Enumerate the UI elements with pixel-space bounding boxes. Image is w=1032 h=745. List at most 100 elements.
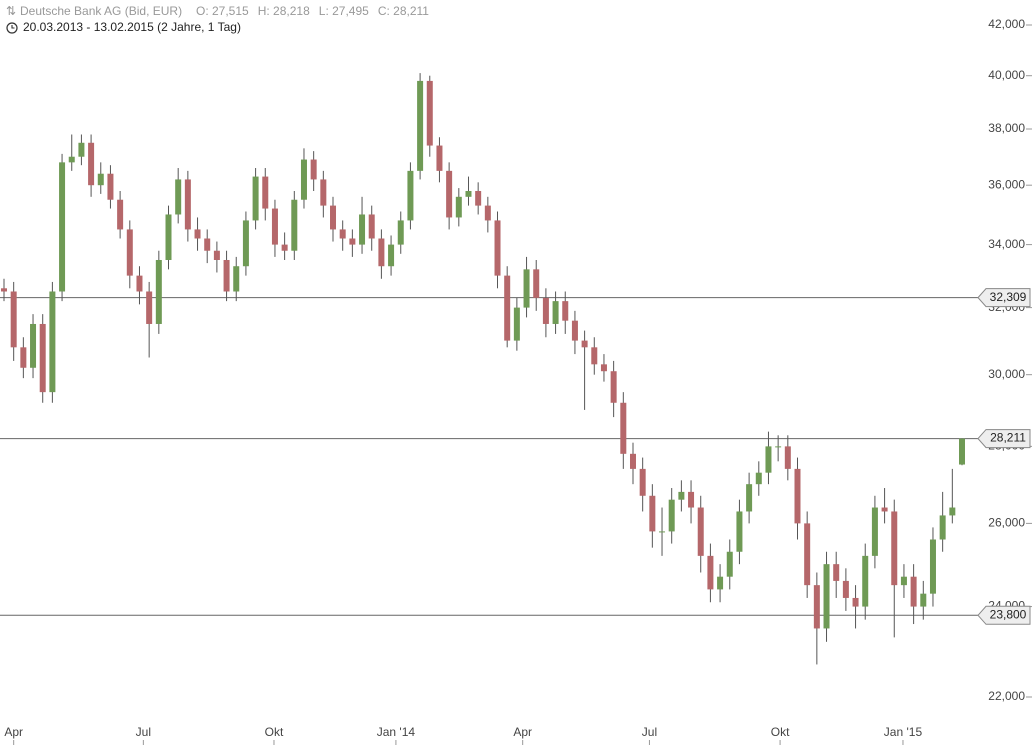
candle-body [320, 179, 327, 206]
candle-body [862, 555, 869, 607]
candle-body [349, 238, 356, 245]
candle-body [233, 266, 240, 292]
candle-body [446, 170, 453, 218]
candle-body [871, 507, 878, 556]
ohlc-header: O: 27,515 H: 28,218 L: 27,495 C: 28,211 [196, 4, 429, 18]
candle-body [184, 179, 191, 230]
candle-body [88, 142, 95, 186]
candle-body [794, 468, 801, 524]
candle-body [659, 531, 666, 533]
candle-body [775, 446, 782, 448]
level-label-box [977, 429, 1031, 449]
x-tick-label: Jan '15 [884, 725, 923, 739]
y-tick-label: 26,000 [988, 516, 1025, 530]
candle-body [136, 275, 143, 292]
y-tick-label: 36,000 [988, 177, 1025, 191]
candle-body [494, 220, 501, 276]
candle-body [959, 438, 965, 465]
x-tick-label: Jul [136, 725, 151, 739]
candle-body [465, 190, 472, 197]
candle-body [542, 297, 549, 324]
candle-body [426, 80, 433, 146]
candle-body [252, 176, 259, 221]
candle-body [49, 291, 56, 393]
candle-body [146, 291, 153, 324]
candle-body [117, 199, 124, 230]
candle-body [291, 199, 298, 251]
candle-body [678, 491, 685, 500]
candle-body [204, 238, 211, 251]
ohlc-value: L: 27,495 [319, 4, 369, 18]
candle-body [262, 176, 269, 209]
candle-body [271, 208, 278, 245]
candle-body [668, 499, 675, 532]
candle-body [484, 205, 491, 221]
candle-body [68, 156, 75, 163]
candle-body [920, 593, 927, 607]
level-label: 23,800 [990, 607, 1027, 621]
x-tick-label: Apr [513, 725, 532, 739]
candle-body [330, 205, 337, 230]
x-tick-label: Okt [265, 725, 284, 739]
candle-body [746, 484, 753, 512]
candle-body [194, 229, 201, 239]
candle-body [688, 491, 695, 508]
ohlc-value: H: 28,218 [258, 4, 310, 18]
candle-body [407, 170, 414, 221]
candle-body [620, 402, 627, 454]
candle-body [436, 145, 443, 171]
clock-icon [6, 22, 18, 34]
y-tick-label: 34,000 [988, 237, 1025, 251]
x-tick-label: Apr [4, 725, 23, 739]
y-tick-label: 22,000 [988, 689, 1025, 703]
candle-body [59, 162, 66, 292]
x-tick-label: Jan '14 [377, 725, 416, 739]
candle-body [155, 259, 162, 324]
candle-body [910, 576, 917, 607]
x-tick-label: Okt [771, 725, 790, 739]
candle-body [833, 564, 840, 581]
candle-body [600, 364, 607, 372]
candle-body [900, 576, 907, 586]
ohlc-value: C: 28,211 [378, 4, 429, 18]
candle-body [504, 275, 511, 341]
candle-body [30, 323, 37, 368]
level-label: 28,211 [990, 431, 1026, 445]
chart-title: Deutsche Bank AG (Bid, EUR) [20, 4, 182, 18]
level-label-box [977, 288, 1031, 308]
candle-body [126, 229, 133, 276]
candle-body [891, 511, 898, 586]
subtitle: 20.03.2013 - 13.02.2015 (2 Jahre, 1 Tag) [23, 20, 241, 34]
candle-body [929, 539, 936, 594]
candle-body [20, 347, 27, 368]
candle-body [10, 291, 17, 348]
candle-body [242, 220, 249, 267]
candle-body [755, 472, 762, 485]
candle-body [523, 269, 530, 308]
ohlc-value: O: 27,515 [196, 4, 249, 18]
candle-body [813, 585, 820, 629]
candle-body [881, 507, 888, 512]
candle-body [581, 340, 588, 348]
candle-body [736, 511, 743, 552]
candle-body [562, 301, 569, 321]
candle-body [823, 564, 830, 629]
candle-body [213, 250, 220, 260]
candle-body [455, 196, 462, 218]
candle-body [339, 229, 346, 239]
candle-body [717, 576, 724, 590]
candle-body [39, 323, 46, 393]
candle-body [552, 301, 559, 324]
clock-hands [11, 25, 15, 29]
y-tick-label: 30,000 [988, 367, 1025, 381]
y-tick-label: 40,000 [988, 68, 1025, 82]
candle-body [1, 288, 7, 292]
candle-body [610, 371, 617, 403]
candle-body [97, 173, 104, 186]
candle-body [571, 320, 578, 341]
candle-body [513, 307, 520, 341]
y-tick-label: 38,000 [988, 121, 1025, 135]
candle-body [804, 523, 811, 586]
